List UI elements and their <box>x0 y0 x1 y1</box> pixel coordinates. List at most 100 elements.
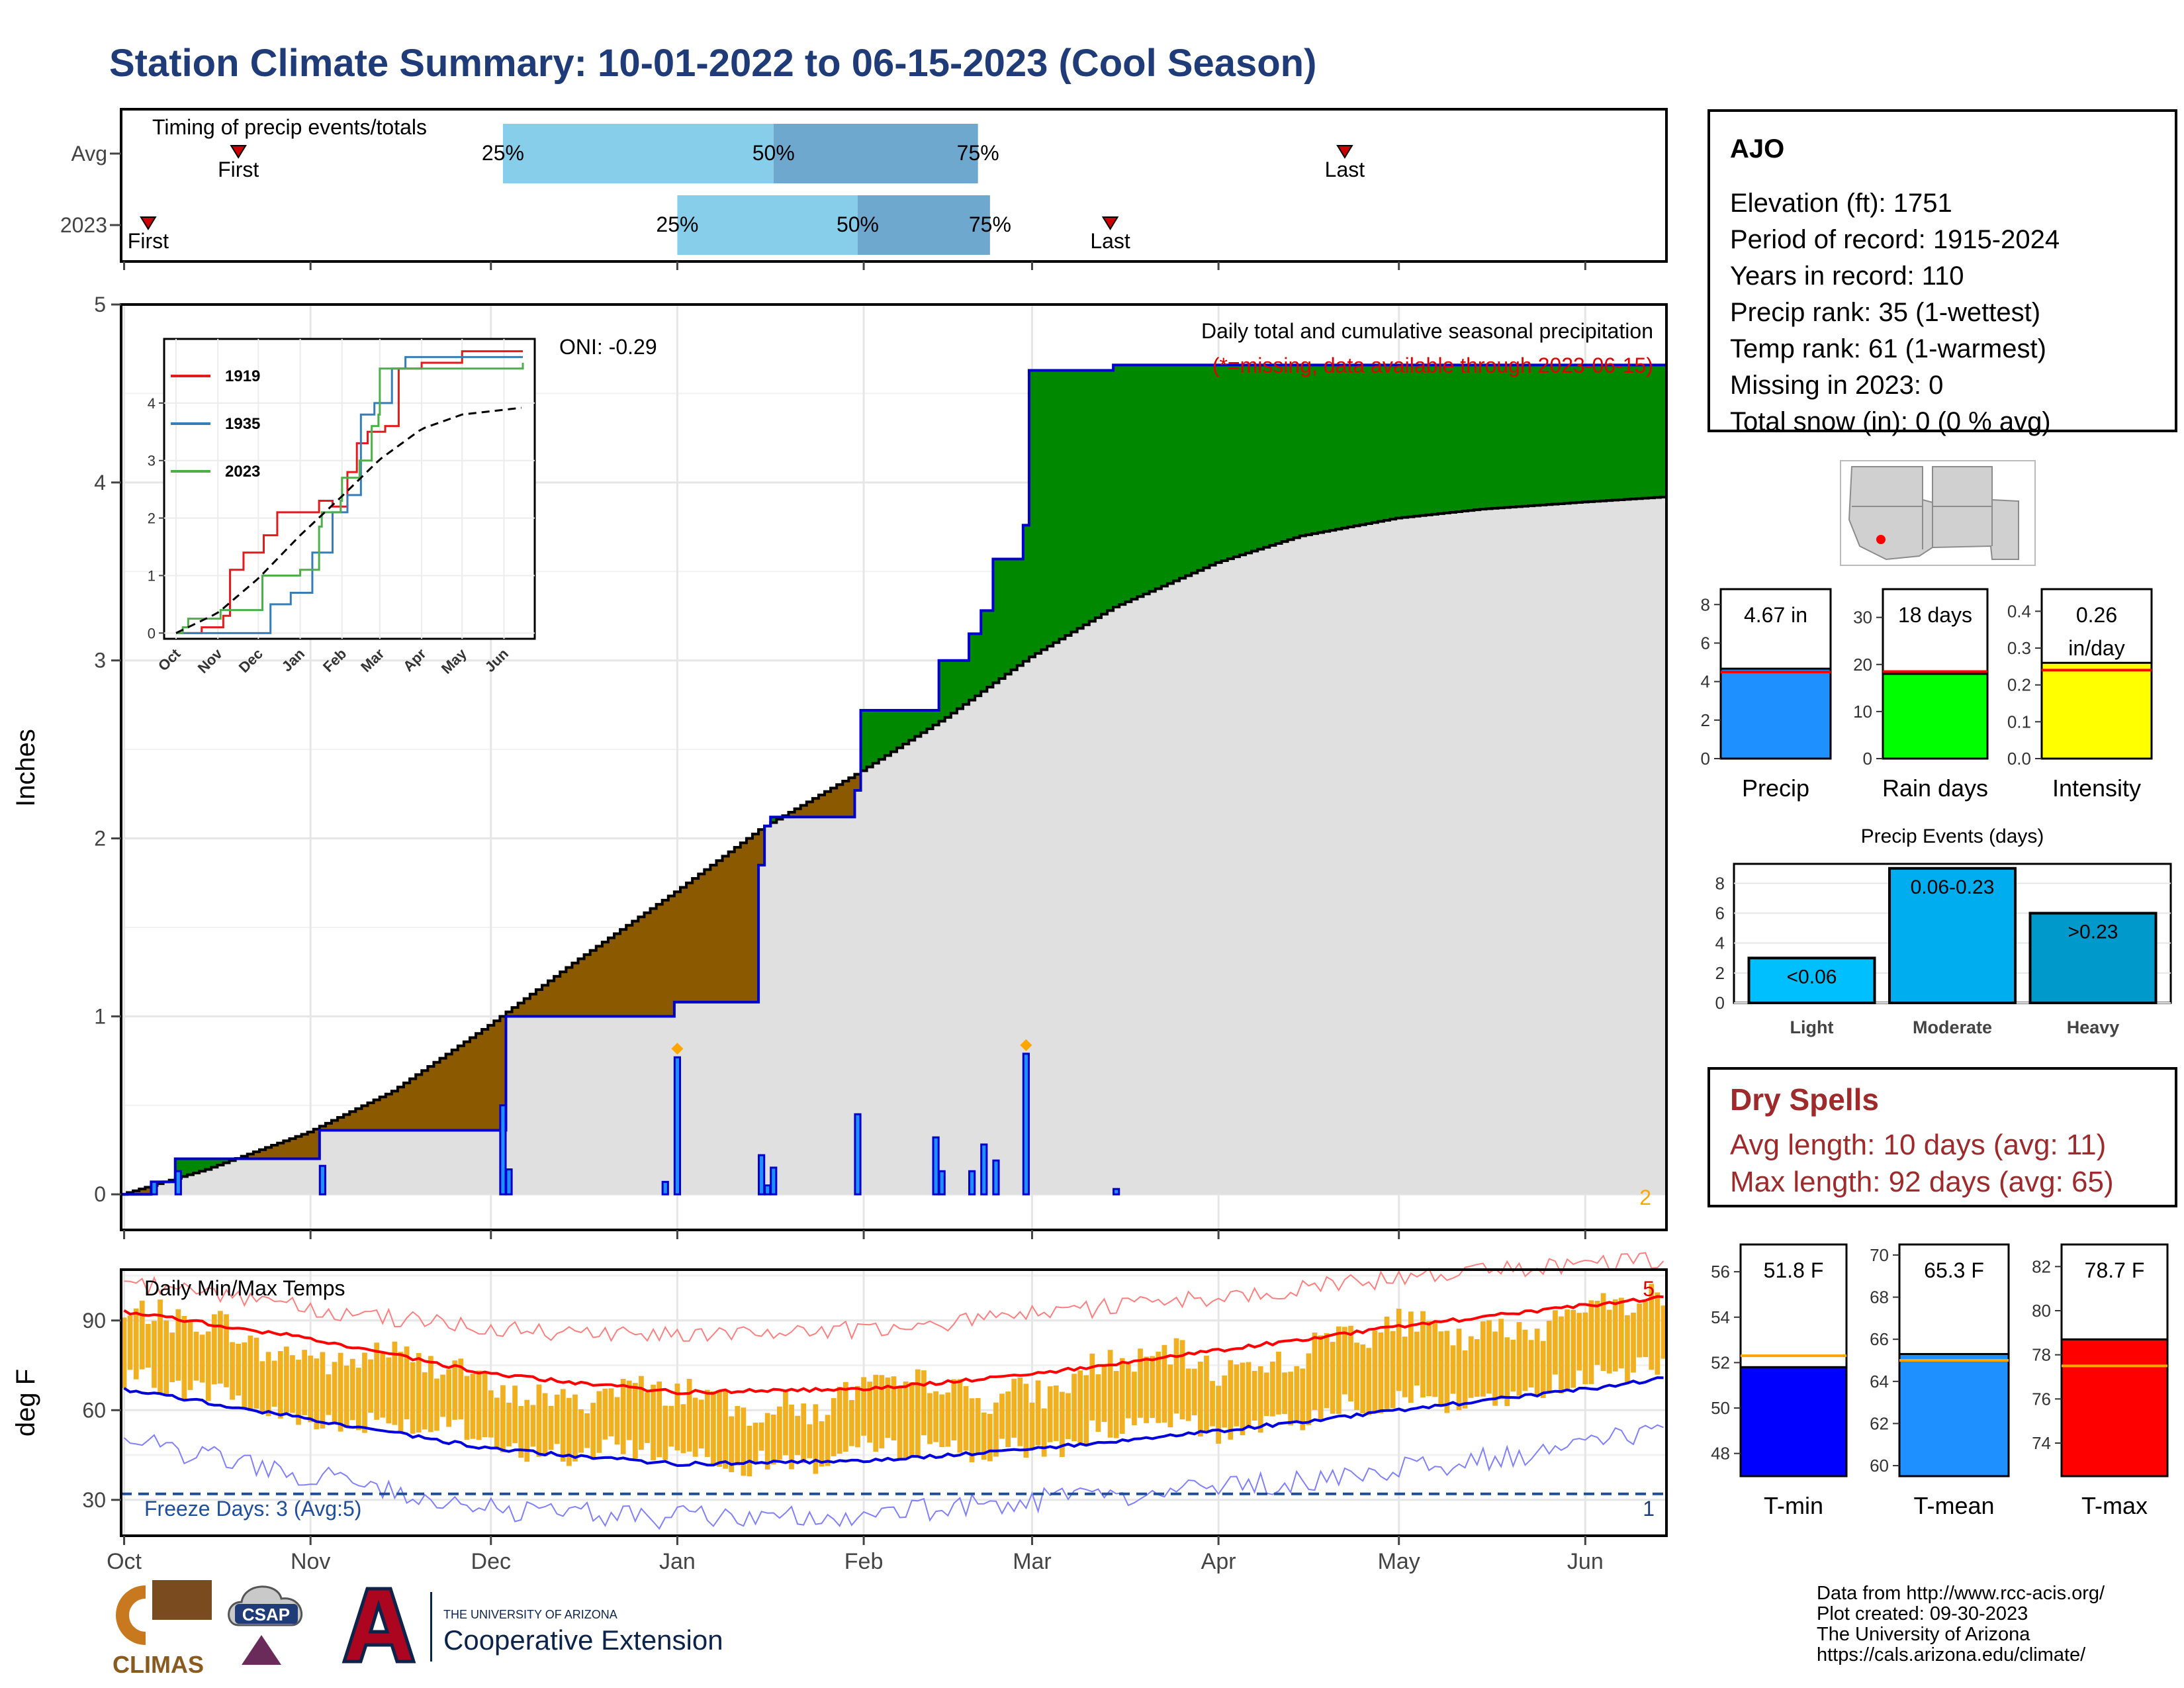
timing-q50-label: 50% <box>837 212 879 236</box>
month-label: Nov <box>291 1549 330 1574</box>
temp-daily-bar <box>199 1335 205 1383</box>
temp-daily-bar <box>770 1415 776 1465</box>
temp-daily-bar <box>842 1382 848 1452</box>
inset-average-line <box>175 406 522 634</box>
temp-daily-bar <box>1312 1333 1318 1410</box>
precip-above-normal-fill <box>884 710 891 756</box>
precip-below-normal-fill <box>523 998 531 1017</box>
precip-y-tick-label: 2 <box>94 827 106 851</box>
timing-title: Timing of precip events/totals <box>152 115 427 139</box>
precip-below-normal-fill <box>825 791 831 818</box>
precip-above-normal-fill <box>1534 365 1541 506</box>
temp-daily-bar <box>873 1374 879 1452</box>
temp-daily-bar <box>1414 1331 1420 1386</box>
temp-daily-bar <box>1029 1402 1035 1450</box>
temp-daily-bar <box>1661 1305 1666 1359</box>
precip-above-normal-fill <box>1209 365 1216 565</box>
precip-above-normal-fill <box>1311 365 1318 534</box>
precip-above-normal-fill <box>1047 370 1054 647</box>
intensity-tick-label: 0.0 <box>2007 749 2031 769</box>
precip-above-normal-fill <box>1437 365 1445 514</box>
precip-above-normal-fill <box>1396 365 1402 518</box>
credit-data-source: Data from http://www.rcc-acis.org/ <box>1817 1583 2105 1604</box>
precip-daily-bar <box>505 1168 513 1196</box>
inset-series-line-2023 <box>176 363 524 634</box>
timing-q75-label: 75% <box>969 212 1011 236</box>
events-bar-heavy <box>2028 912 2158 1004</box>
precip-above-normal-fill <box>1095 370 1102 618</box>
precip-total-label: Precip <box>1742 774 1809 802</box>
temp-daily-bar <box>277 1351 283 1419</box>
temp-daily-bar <box>308 1355 314 1423</box>
precip-y-axis-label: Inches <box>11 729 40 807</box>
temp-daily-bar <box>218 1311 223 1384</box>
temp-daily-bar <box>1625 1315 1630 1383</box>
precip-above-normal-fill <box>944 660 952 718</box>
temp-daily-bar <box>169 1332 175 1383</box>
temp-daily-bar <box>1324 1333 1330 1409</box>
temp-daily-bar <box>338 1352 343 1432</box>
temp-daily-bar <box>837 1386 842 1454</box>
temp-daily-bar <box>1438 1331 1444 1407</box>
temp-daily-bar <box>1005 1391 1011 1448</box>
ua-logo: THE UNIVERSITY OF ARIZONA Cooperative Ex… <box>341 1587 723 1664</box>
temp-daily-bar <box>999 1393 1005 1439</box>
precip-above-normal-fill <box>1402 365 1408 518</box>
precip-above-normal-fill <box>1480 365 1487 510</box>
precip-above-normal-fill <box>921 710 928 733</box>
temp-daily-bar <box>1348 1325 1353 1402</box>
precip-above-normal-fill <box>909 710 915 741</box>
temp-daily-bar <box>614 1397 620 1445</box>
temp-frame <box>120 1268 1668 1537</box>
temp-daily-bar <box>1444 1331 1450 1413</box>
temp-daily-bar <box>1528 1340 1534 1388</box>
events-bar-label: <0.06 <box>1787 966 1837 988</box>
precip-above-normal-fill <box>1191 365 1198 573</box>
precip-above-normal-fill <box>1353 365 1361 526</box>
precip-above-normal-fill <box>866 710 874 767</box>
precip-above-normal-fill <box>1324 365 1330 532</box>
precip-below-normal-fill <box>410 1078 416 1131</box>
precip-above-normal-fill <box>1408 365 1415 517</box>
precip-events-chart: Precip Events (days) 0 2 4 6 8 <0.06 Light 0.06-… <box>1715 825 2172 1037</box>
temp-min-value: 51.8 F <box>1764 1258 1824 1282</box>
timing-q50-q75-bar <box>773 124 978 183</box>
temp-daily-bar <box>1156 1351 1161 1423</box>
ua-logo-divider <box>430 1592 432 1662</box>
precip-below-normal-fill <box>614 933 621 1017</box>
temp-mean-label: T-mean <box>1913 1492 1994 1519</box>
precip-below-normal-fill <box>788 812 796 818</box>
temp-daily-bar <box>1318 1335 1324 1421</box>
precip-below-normal-fill <box>818 794 825 818</box>
intensity-tick-label: 0.3 <box>2007 638 2031 658</box>
precip-above-normal-fill <box>1564 365 1571 504</box>
temp-daily-bar <box>572 1394 578 1462</box>
temp-daily-bar <box>903 1381 909 1458</box>
temp-daily-bar <box>1565 1309 1570 1391</box>
precip-corner-count: 2 <box>1639 1186 1651 1209</box>
precip-normal-area <box>121 496 1666 1195</box>
dry-avg-length: Avg length: 10 days (avg: 11) <box>1730 1129 2107 1161</box>
temp-daily-bar <box>1378 1332 1384 1414</box>
precip-above-normal-fill <box>981 610 987 692</box>
temp-daily-bar <box>1161 1344 1167 1423</box>
precip-above-normal-fill <box>770 817 777 823</box>
temp-daily-bar <box>428 1356 433 1432</box>
rain-days-tick-label: 0 <box>1863 749 1872 769</box>
precip-above-normal-fill <box>1582 365 1589 502</box>
temp-daily-bar <box>1228 1360 1234 1440</box>
dry-spells-panel: Dry Spells Avg length: 10 days (avg: 11)… <box>1707 1067 2177 1207</box>
temp-daily-bar <box>482 1372 488 1438</box>
temp-daily-bar <box>404 1346 410 1420</box>
precip-above-normal-fill <box>1173 365 1180 581</box>
station-location-dot <box>1876 535 1886 544</box>
temp-daily-bar <box>741 1407 747 1476</box>
precip-above-normal-fill <box>187 1158 194 1175</box>
precip-above-normal-fill <box>1318 365 1324 533</box>
temp-daily-bar <box>248 1335 253 1412</box>
location-map <box>1840 460 2036 566</box>
precip-above-normal-fill <box>860 710 868 771</box>
temp-max-tick-label: 82 <box>2032 1256 2051 1276</box>
temp-min-tick-label: 48 <box>1711 1444 1730 1464</box>
ua-logo-small-text: THE UNIVERSITY OF ARIZONA <box>443 1608 617 1621</box>
